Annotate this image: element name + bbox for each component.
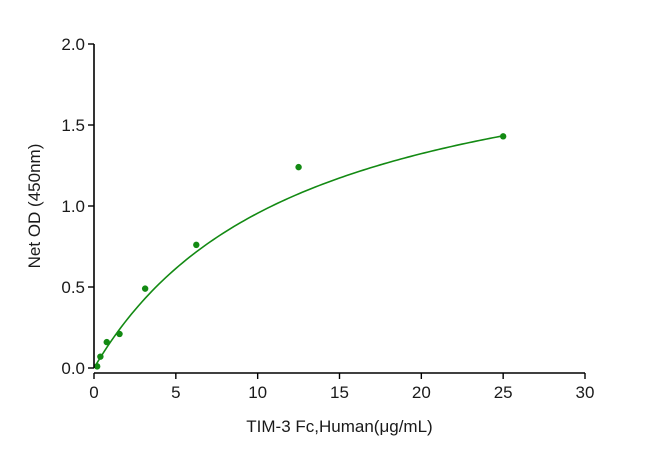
data-point <box>97 353 104 360</box>
data-point <box>499 133 507 140</box>
x-tick-label: 5 <box>171 383 180 402</box>
data-point <box>193 241 200 249</box>
y-tick-label: 0.0 <box>61 359 85 378</box>
data-point <box>103 338 110 346</box>
y-axis-ticks: 0.0 0.5 1.0 1.5 2.0 <box>61 35 94 378</box>
x-tick-label: 10 <box>248 383 267 402</box>
x-tick-label: 25 <box>494 383 513 402</box>
x-tick-label: 15 <box>330 383 349 402</box>
y-axis-title: Net OD (450nm) <box>25 144 44 269</box>
data-point <box>93 363 101 370</box>
data-point <box>141 285 149 292</box>
data-points <box>93 133 507 370</box>
x-axis-ticks: 0 5 10 15 20 25 30 <box>89 373 594 402</box>
data-point <box>295 163 302 171</box>
y-tick-label: 1.0 <box>61 197 85 216</box>
fit-curve <box>93 135 504 369</box>
x-tick-label: 20 <box>412 383 431 402</box>
x-axis-title: TIM-3 Fc,Human(μg/mL) <box>246 417 432 436</box>
y-tick-label: 2.0 <box>61 35 85 54</box>
x-tick-label: 0 <box>89 383 98 402</box>
y-tick-label: 0.5 <box>61 278 85 297</box>
data-point <box>116 330 123 338</box>
x-tick-label: 30 <box>576 383 595 402</box>
y-tick-label: 1.5 <box>61 116 85 135</box>
